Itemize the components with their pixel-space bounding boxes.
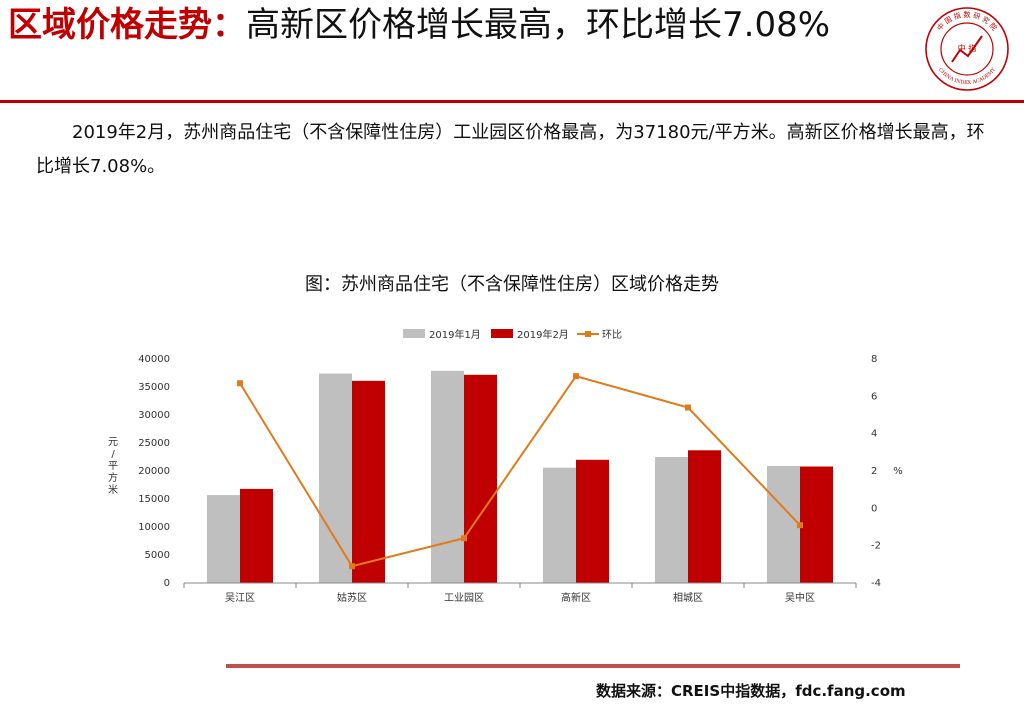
mom-point [573, 373, 579, 380]
china-index-academy-logo: 中 国 指 数 研 究 院 CHINA INDEX ACADEMY 中 指 [925, 7, 1009, 91]
legend-label-2019-feb: 2019年2月 [517, 328, 569, 341]
chart-caption: 图：苏州商品住宅（不含保障性住房）区域价格走势 [305, 274, 719, 295]
x-tick-label: 工业园区 [444, 592, 484, 604]
x-tick-label: 姑苏区 [337, 591, 367, 604]
y-tick-label: 40000 [138, 354, 170, 365]
y2-tick-label: -4 [871, 578, 881, 589]
y2-tick-label: 2 [871, 466, 877, 477]
legend-swatch-2019-jan [403, 329, 425, 338]
title-rest: 高新区价格增长最高，环比增长7.08% [246, 5, 831, 45]
y-axis-label-char: 米 [108, 483, 118, 496]
y-tick-label: 30000 [138, 410, 170, 421]
y-axis-label-char: 方 [108, 471, 118, 484]
y-tick-label: 20000 [138, 466, 170, 477]
legend-label-mom: 环比 [602, 329, 622, 341]
title-highlight: 区域价格走势： [8, 5, 246, 45]
legend-swatch-2019-feb [491, 329, 513, 338]
bar-2019-feb [688, 450, 721, 583]
y2-tick-label: -2 [871, 541, 881, 552]
y2-tick-label: 4 [871, 429, 877, 440]
bar-2019-feb [800, 466, 833, 583]
mom-point [685, 404, 691, 411]
y-axis-label-char: 平 [108, 461, 118, 472]
logo-ring-text: 中 国 指 数 研 究 院 [935, 10, 999, 32]
y-tick-label: 0 [164, 578, 170, 589]
y2-axis-label: % [893, 466, 903, 477]
mom-point [797, 522, 803, 529]
legend-label-2019-jan: 2019年1月 [429, 328, 481, 341]
bar-2019-jan [319, 373, 352, 583]
y-tick-label: 10000 [138, 522, 170, 533]
mom-line [239, 375, 801, 568]
x-tick-label: 吴中区 [785, 591, 815, 604]
bar-2019-jan [655, 457, 688, 583]
y-tick-label: 15000 [138, 494, 170, 505]
x-tick-label: 相城区 [673, 591, 703, 604]
bar-2019-feb [576, 459, 609, 583]
price-trend-chart: 0 5000 10000 15000 20000 25000 30000 35000 40000… [108, 328, 903, 604]
bar-2019-feb [352, 380, 385, 583]
bar-2019-jan [431, 370, 464, 583]
title-divider [0, 100, 1024, 103]
bar-2019-feb [240, 488, 273, 583]
bar-2019-jan [207, 495, 240, 583]
mom-point [461, 535, 467, 542]
y2-tick-label: 6 [871, 391, 877, 402]
bar-2019-feb [464, 374, 497, 583]
data-source: 数据来源：CREIS中指数据，fdc.fang.com [596, 682, 906, 700]
bar-2019-jan [543, 467, 576, 583]
footer-divider [226, 664, 960, 668]
svg-text:中 国 指 数 研 究 院: 中 国 指 数 研 究 院 [935, 10, 999, 32]
summary-text: 2019年2月，苏州商品住宅（不含保障性住房）工业园区价格最高，为37180元/… [36, 122, 985, 177]
x-tick-label: 高新区 [561, 591, 591, 604]
y-axis-label-char: 元 [108, 437, 118, 448]
summary-paragraph: 2019年2月，苏州商品住宅（不含保障性住房）工业园区价格最高，为37180元/… [36, 116, 996, 184]
logo-center-text: 中 指 [958, 43, 977, 53]
y-tick-label: 5000 [145, 550, 170, 561]
y2-tick-label: 0 [871, 503, 877, 514]
mom-point [237, 380, 243, 387]
y-axis-label-char: / [111, 449, 115, 460]
y-tick-label: 35000 [138, 382, 170, 393]
x-tick-label: 吴江区 [225, 592, 255, 604]
bar-2019-jan [767, 465, 800, 583]
mom-point [349, 563, 355, 570]
y2-tick-label: 8 [871, 354, 877, 365]
page-title: 区域价格走势：高新区价格增长最高，环比增长7.08% [8, 4, 908, 46]
legend-marker-mom [585, 331, 591, 337]
y-tick-label: 25000 [138, 438, 170, 449]
